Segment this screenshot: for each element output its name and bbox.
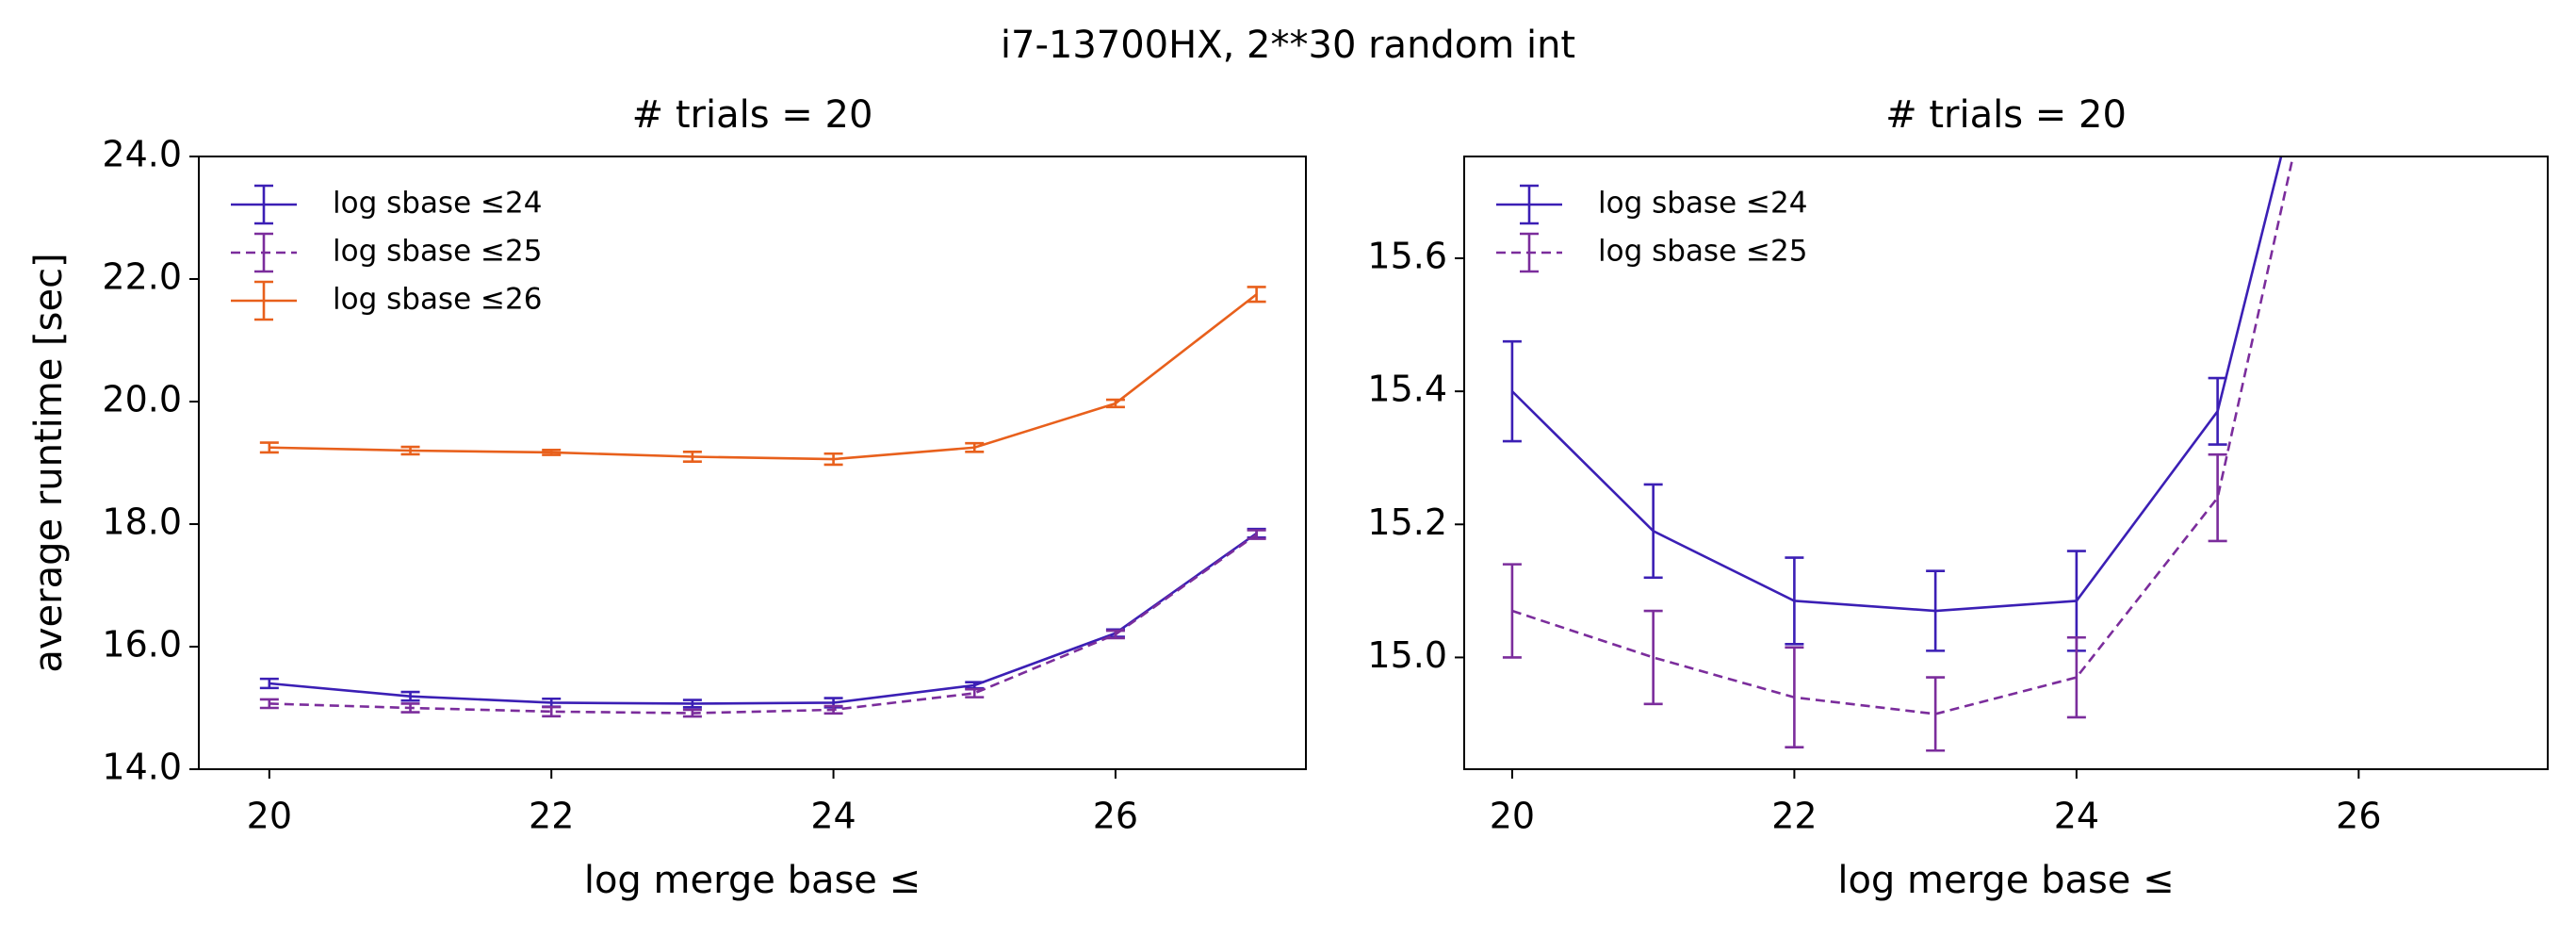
error-bar — [2066, 635, 2086, 719]
y-tick-label: 14.0 — [102, 747, 182, 788]
figure-title: i7-13700HX, 2**30 random int — [1001, 24, 1575, 67]
error-bar — [400, 445, 420, 456]
error-bar — [1502, 563, 1522, 659]
x-axis-label: log merge base ≤ — [1837, 859, 2174, 902]
x-axis-label: log merge base ≤ — [584, 859, 921, 902]
x-tick-label: 26 — [1093, 796, 1138, 837]
error-bar — [682, 699, 702, 709]
x-tick-label: 20 — [1490, 796, 1535, 837]
error-bar — [1643, 609, 1663, 706]
legend-label: log sbase ≤25 — [1598, 235, 1807, 269]
plot-area — [1502, 156, 2294, 752]
legend-item: log sbase ≤25 — [231, 232, 542, 273]
axes-frame — [1463, 156, 2549, 770]
y-tick-label: 24.0 — [102, 134, 182, 175]
error-bar — [259, 441, 279, 454]
axes-title: # trials = 20 — [1885, 93, 2127, 137]
x-tick-label: 22 — [529, 796, 574, 837]
y-tick-label: 20.0 — [102, 379, 182, 420]
error-bar — [823, 704, 843, 715]
error-bar — [1643, 483, 1663, 580]
y-tick-label: 15.4 — [1367, 369, 1447, 410]
series-line — [1510, 156, 2283, 613]
legend-label: log sbase ≤26 — [333, 283, 542, 317]
error-bar — [1502, 339, 1522, 443]
x-tick-label: 22 — [1771, 796, 1817, 837]
error-bar — [400, 702, 420, 714]
legend-item: log sbase ≤26 — [231, 280, 542, 321]
error-bar — [542, 705, 562, 718]
series-line — [1511, 156, 2294, 715]
series-line — [269, 293, 1258, 461]
error-bar — [965, 687, 985, 699]
y-tick-label: 22.0 — [102, 256, 182, 298]
x-tick-label: 26 — [2336, 796, 2381, 837]
error-bar — [682, 708, 702, 718]
error-bar — [2208, 376, 2227, 446]
axes: # trials = 20 log merge base ≤ 20 22 24 26 15.… — [1367, 93, 2549, 902]
axes: # trials = 20 log merge base ≤ average run… — [27, 93, 1307, 902]
error-bar — [1105, 629, 1125, 640]
error-bar — [682, 450, 702, 464]
axes-frame — [198, 156, 1307, 770]
error-bar — [2208, 452, 2227, 543]
error-bar — [965, 441, 985, 453]
series-line — [269, 532, 1258, 705]
error-bar — [1926, 569, 1946, 652]
axes-title: # trials = 20 — [632, 93, 873, 137]
x-tick-label: 24 — [810, 796, 856, 837]
y-tick-label: 18.0 — [102, 501, 182, 543]
legend-label: log sbase ≤24 — [1598, 187, 1807, 221]
error-bar — [1105, 398, 1125, 409]
y-tick-label: 15.0 — [1367, 634, 1447, 676]
error-bar — [259, 698, 279, 710]
legend-label: log sbase ≤25 — [333, 235, 542, 269]
x-tick-label: 24 — [2054, 796, 2099, 837]
legend-item: log sbase ≤24 — [1496, 184, 1807, 225]
error-bar — [1247, 286, 1266, 304]
legend-label: log sbase ≤24 — [333, 187, 542, 221]
y-tick-label: 16.0 — [102, 624, 182, 666]
error-bar — [259, 677, 279, 690]
y-tick-label: 15.6 — [1367, 235, 1447, 276]
error-bar — [400, 690, 420, 702]
x-tick-label: 20 — [247, 796, 292, 837]
legend-item: log sbase ≤25 — [1496, 232, 1807, 273]
series-line — [269, 533, 1258, 715]
y-axis-label: average runtime [sec] — [27, 253, 71, 672]
legend-item: log sbase ≤24 — [231, 184, 542, 225]
error-bar — [542, 449, 562, 456]
error-bar — [1926, 676, 1946, 752]
error-bar — [1247, 529, 1266, 540]
plot-area — [259, 286, 1266, 718]
error-bar — [823, 452, 843, 467]
error-bar — [1785, 646, 1804, 749]
error-bar — [1785, 556, 1804, 646]
y-tick-label: 15.2 — [1367, 501, 1447, 543]
